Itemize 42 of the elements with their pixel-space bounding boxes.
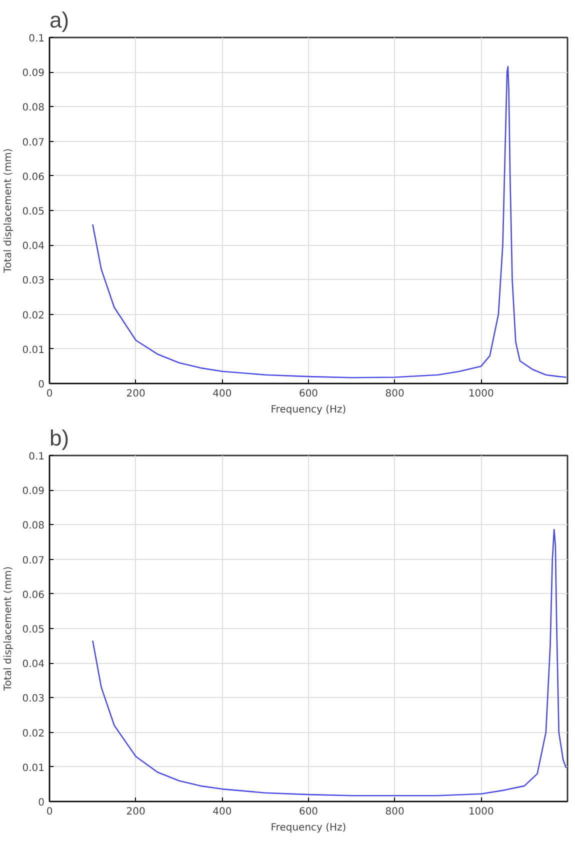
- x-tick-label: 600: [298, 806, 318, 818]
- y-tick-label: 0.04: [22, 241, 44, 252]
- y-tick-label: 0.02: [22, 728, 44, 740]
- x-tick-label: 200: [126, 806, 146, 818]
- y-axis-title: Total displacement (mm): [3, 148, 14, 274]
- x-axis-title: Frequency (Hz): [270, 404, 346, 416]
- y-tick-label: 0.05: [22, 206, 44, 218]
- x-tick-label: 400: [212, 806, 232, 818]
- y-axis-title: Total displacement (mm): [3, 566, 14, 692]
- y-tick-label: 0.01: [22, 762, 44, 774]
- y-tick-label: 0.08: [22, 520, 44, 532]
- y-tick-label: 0.09: [22, 486, 44, 498]
- x-tick-label: 200: [126, 388, 146, 400]
- y-tick-label: 0.06: [22, 172, 44, 183]
- chart-title: a): [50, 8, 70, 32]
- y-tick-label: 0.01: [22, 344, 44, 356]
- y-tick-label: 0.02: [22, 310, 44, 322]
- chart-title: b): [50, 426, 70, 450]
- y-tick-label: 0.08: [22, 102, 44, 114]
- y-tick-label: 0.1: [28, 452, 45, 462]
- x-axis-title: Frequency (Hz): [270, 822, 346, 834]
- x-tick-label: 0: [46, 806, 53, 818]
- y-tick-label: 0.09: [22, 68, 44, 80]
- y-tick-label: 0.07: [22, 137, 44, 148]
- line-series: [92, 66, 567, 378]
- line-series: [92, 528, 567, 796]
- x-tick-label: 400: [212, 388, 232, 400]
- y-tick-label: 0.06: [22, 590, 44, 601]
- x-tick-label: 1000: [468, 388, 494, 400]
- y-tick-label: 0.03: [22, 276, 44, 287]
- y-tick-label: 0: [38, 380, 45, 390]
- x-tick-label: 1000: [468, 806, 494, 818]
- y-tick-label: 0.05: [22, 624, 44, 636]
- x-tick-label: 800: [385, 806, 404, 818]
- x-tick-label: 800: [385, 388, 404, 400]
- y-tick-label: 0.04: [22, 659, 44, 670]
- y-tick-label: 0.1: [28, 34, 45, 44]
- y-tick-label: 0: [38, 798, 45, 808]
- y-tick-label: 0.07: [22, 555, 44, 566]
- y-tick-label: 0.03: [22, 694, 44, 705]
- x-tick-label: 600: [298, 388, 318, 400]
- x-tick-label: 0: [46, 388, 53, 400]
